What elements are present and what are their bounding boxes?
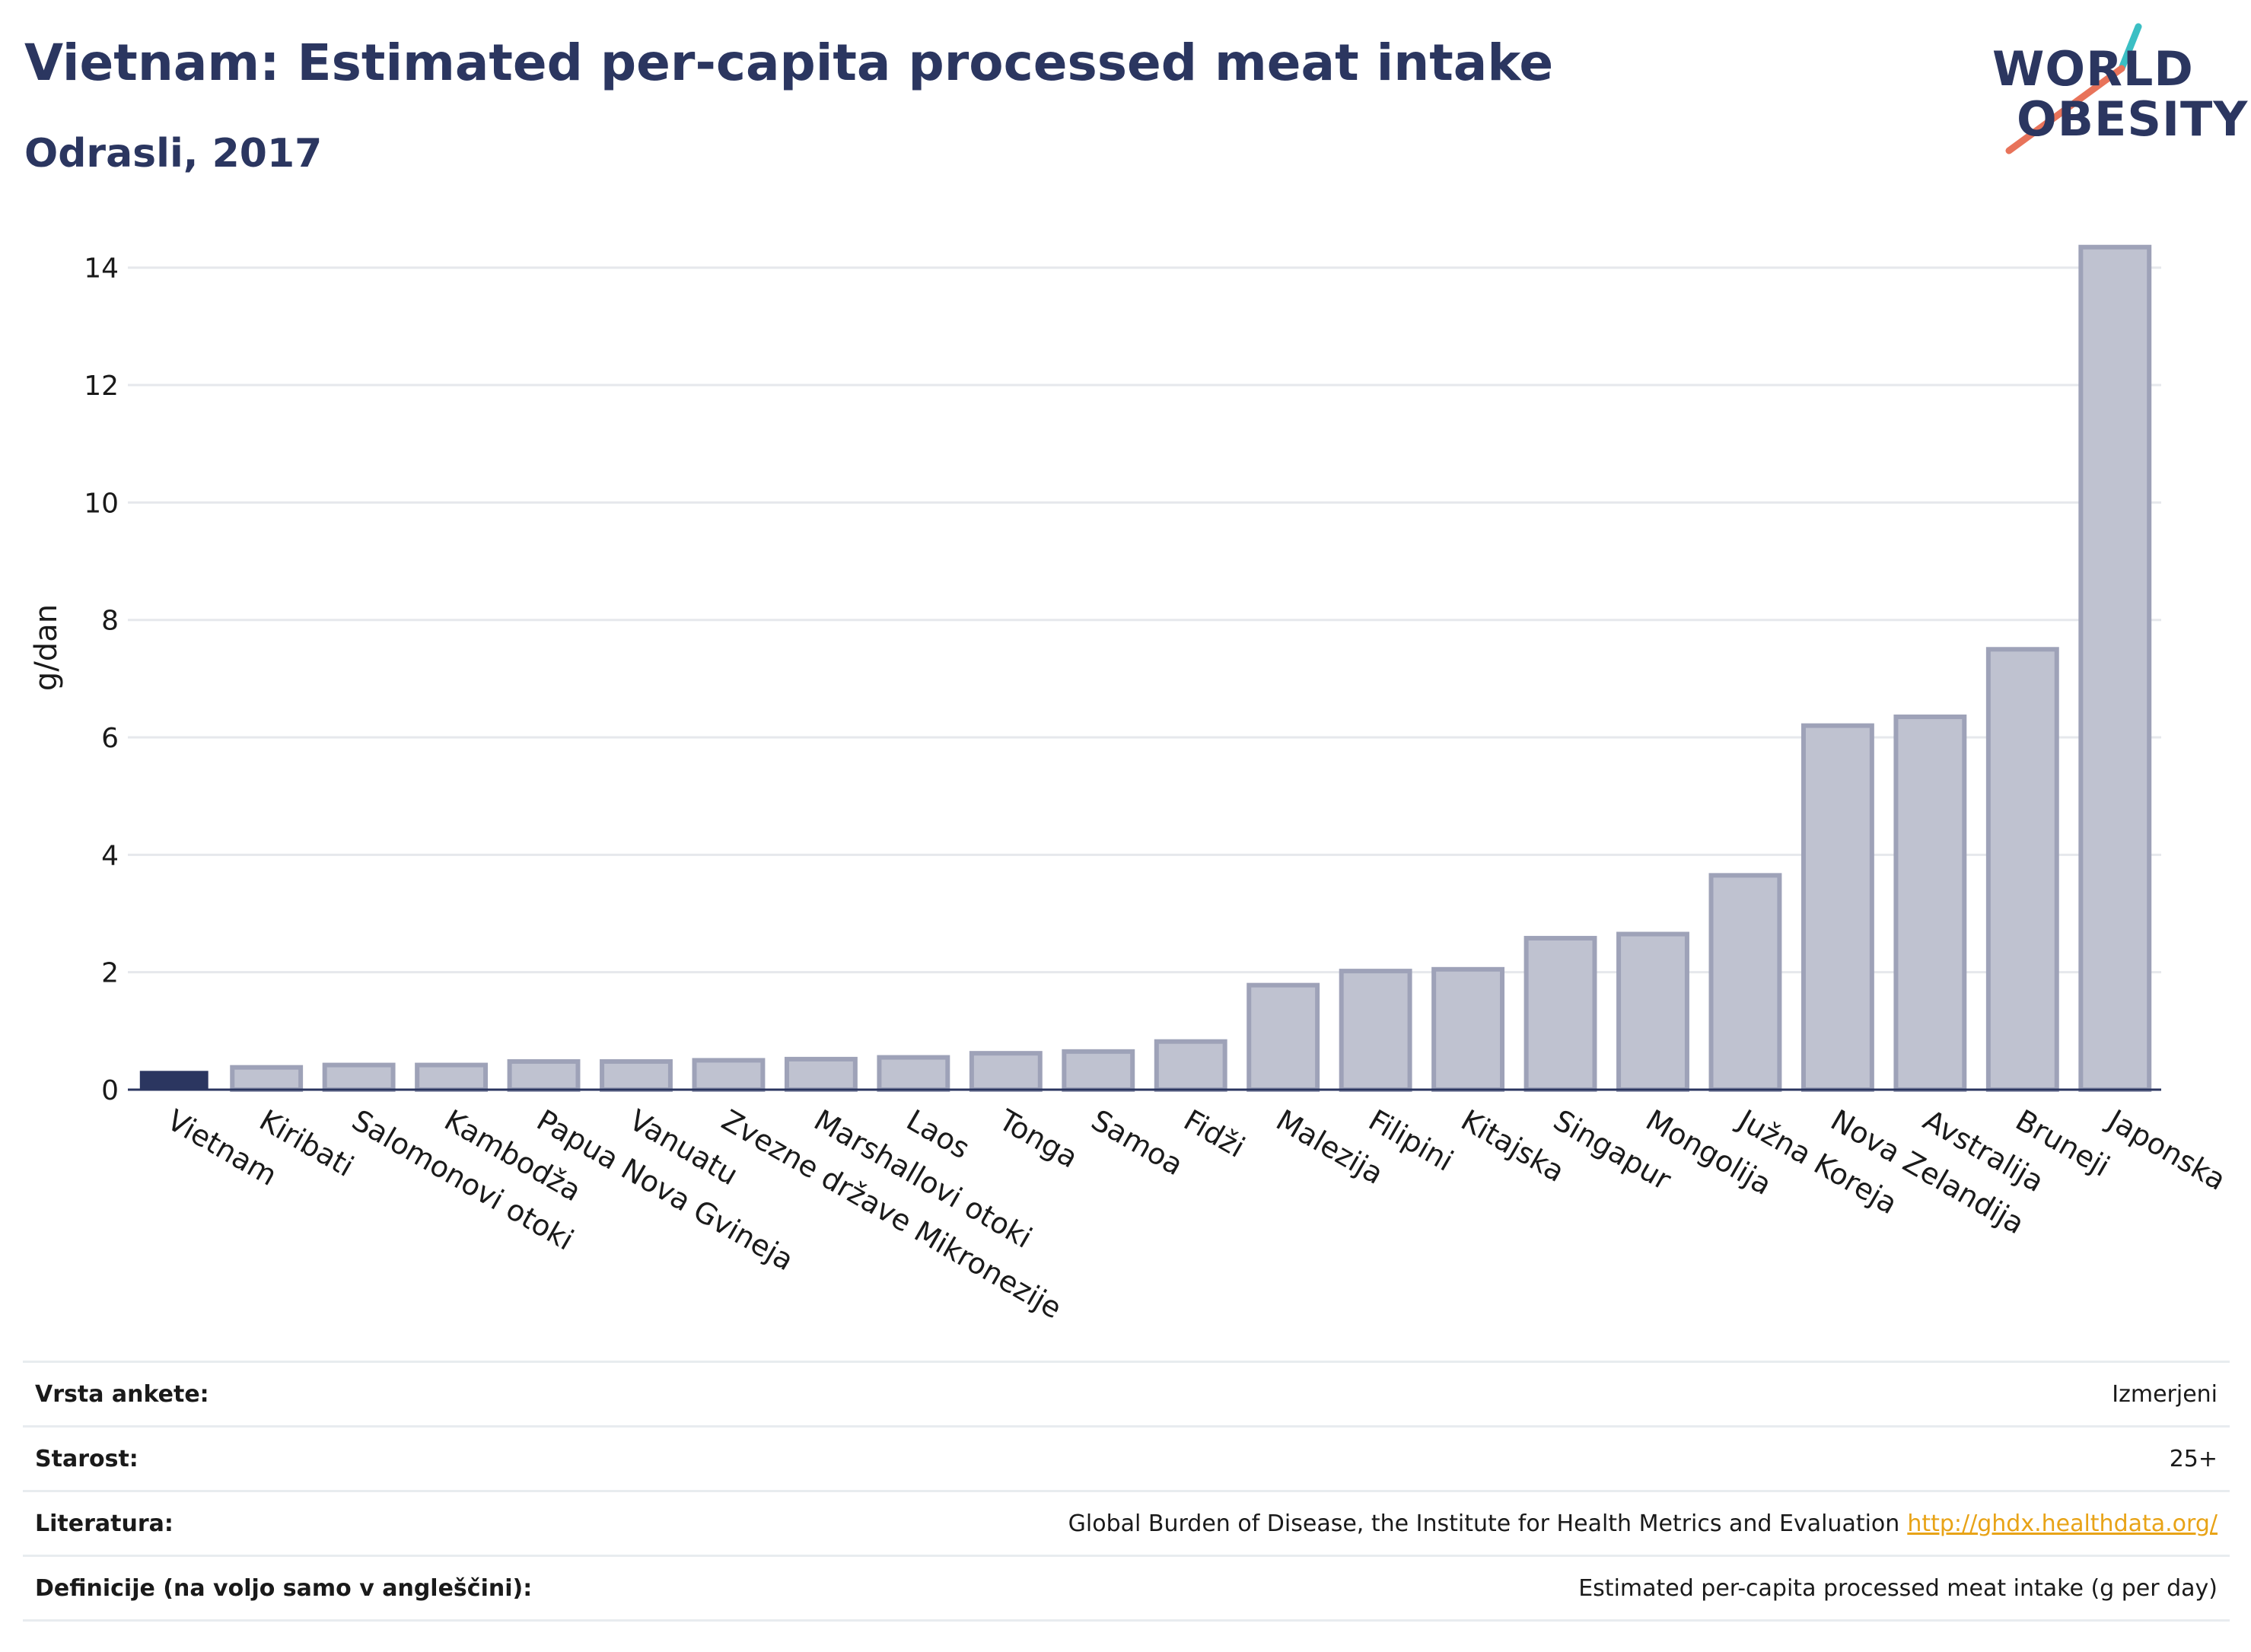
bar[interactable] <box>139 1071 209 1090</box>
info-value: Izmerjeni <box>2112 1380 2218 1408</box>
bar[interactable] <box>230 1065 304 1092</box>
chart-title: Vietnam: Estimated per-capita processed … <box>24 33 1554 92</box>
y-tick-label: 6 <box>101 723 119 754</box>
bar[interactable] <box>1893 715 1967 1092</box>
x-tick-label: Kitajska <box>1456 1103 1571 1189</box>
bar[interactable] <box>322 1062 396 1093</box>
bar[interactable] <box>877 1055 950 1092</box>
y-tick-label: 0 <box>101 1075 119 1106</box>
chart-subtitle: Odrasli, 2017 <box>24 131 323 177</box>
bar[interactable] <box>1062 1049 1135 1093</box>
bar[interactable] <box>1800 723 1874 1092</box>
info-value: Estimated per-capita processed meat inta… <box>1578 1574 2218 1602</box>
info-row-age: Starost: 25+ <box>23 1425 2230 1490</box>
info-row-literature: Literatura: Global Burden of Disease, th… <box>23 1490 2230 1555</box>
y-tick-label: 12 <box>84 371 119 402</box>
logo-text-world: WORLD <box>1992 41 2194 97</box>
bar[interactable] <box>969 1051 1043 1092</box>
info-row-definitions: Definicije (na voljo samo v angleščini):… <box>23 1555 2230 1622</box>
y-tick-label: 8 <box>101 606 119 637</box>
info-row-survey-type: Vrsta ankete: Izmerjeni <box>23 1361 2230 1425</box>
info-value: 25+ <box>2169 1445 2218 1472</box>
logo-text-obesity: OBESITY <box>2017 91 2249 147</box>
info-value: Global Burden of Disease, the Institute … <box>1068 1510 1900 1537</box>
info-key: Definicije (na voljo samo v angleščini): <box>35 1574 533 1602</box>
bar[interactable] <box>1246 982 1320 1093</box>
x-tick-label: Fidži <box>1178 1103 1250 1164</box>
y-tick-label: 14 <box>84 253 119 285</box>
y-axis-ticks: 0 2 4 6 8 10 12 14 <box>84 253 119 1106</box>
bars <box>139 244 2152 1093</box>
bar[interactable] <box>1616 931 1689 1092</box>
bar[interactable] <box>1339 969 1412 1093</box>
bar[interactable] <box>1431 966 1505 1093</box>
info-table: Vrsta ankete: Izmerjeni Starost: 25+ Lit… <box>23 1361 2230 1622</box>
bar[interactable] <box>1523 935 1597 1093</box>
x-tick-label: Samoa <box>1086 1103 1189 1183</box>
info-key: Vrsta ankete: <box>35 1380 209 1408</box>
info-key: Starost: <box>35 1445 138 1472</box>
bar[interactable] <box>2078 244 2152 1092</box>
y-tick-label: 2 <box>101 958 119 989</box>
bar[interactable] <box>507 1058 581 1092</box>
bar[interactable] <box>415 1062 489 1093</box>
world-obesity-logo[interactable]: WORLD OBESITY <box>1986 23 2249 160</box>
bar[interactable] <box>600 1058 673 1092</box>
y-tick-label: 10 <box>84 488 119 519</box>
y-axis-title: g/dan <box>29 604 64 691</box>
bar[interactable] <box>1708 873 1782 1093</box>
info-key: Literatura: <box>35 1510 174 1537</box>
y-tick-label: 4 <box>101 840 119 871</box>
x-tick-label: Japonska <box>2101 1103 2231 1197</box>
bar[interactable] <box>784 1056 858 1093</box>
bar[interactable] <box>1154 1039 1227 1093</box>
x-tick-label: Tonga <box>992 1103 1083 1174</box>
info-value-wrap: Global Burden of Disease, the Institute … <box>1068 1510 2218 1537</box>
bar[interactable] <box>1985 647 2059 1092</box>
bar[interactable] <box>692 1058 766 1093</box>
logo-slash-icon <box>2005 23 2142 154</box>
source-link[interactable]: http://ghdx.healthdata.org/ <box>1907 1510 2218 1537</box>
